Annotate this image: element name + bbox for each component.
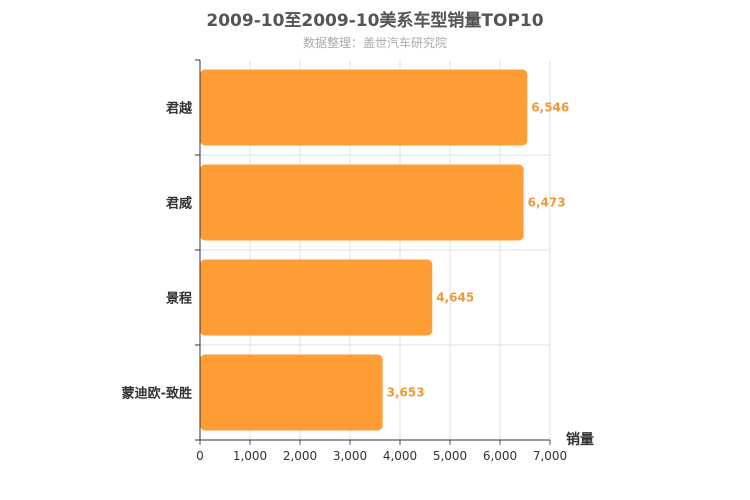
bar-value-label: 6,473	[528, 196, 566, 210]
bar	[200, 354, 383, 431]
x-tick-label: 3,000	[333, 449, 367, 463]
chart-title: 2009-10至2009-10美系车型销量TOP10	[206, 11, 544, 31]
bar-value-label: 4,645	[436, 291, 474, 305]
bar	[200, 69, 528, 146]
bars	[200, 69, 528, 431]
x-tick-label: 7,000	[533, 449, 567, 463]
x-axis-title: 销量	[566, 431, 594, 448]
category-label: 君威	[166, 196, 192, 212]
category-label: 蒙迪欧-致胜	[122, 386, 192, 402]
chart-subtitle: 数据整理：盖世汽车研究院	[302, 36, 447, 50]
x-tick-label: 5,000	[433, 449, 467, 463]
category-label: 景程	[166, 292, 192, 307]
labels: 0 1,000 2,000 3,000 4,000 5,000 6,000 7,000 6,54…	[122, 101, 594, 464]
bar	[200, 164, 524, 241]
axes	[195, 59, 551, 445]
x-tick-label: 2,000	[283, 449, 317, 463]
x-tick-label: 0	[196, 449, 204, 463]
category-label: 君越	[166, 101, 193, 117]
x-tick-label: 1,000	[233, 449, 267, 463]
bar-value-label: 6,546	[531, 101, 569, 115]
bar	[200, 259, 433, 336]
x-tick-label: 6,000	[483, 449, 517, 463]
x-tick-label: 4,000	[383, 449, 417, 463]
bar-value-label: 3,653	[387, 386, 425, 400]
